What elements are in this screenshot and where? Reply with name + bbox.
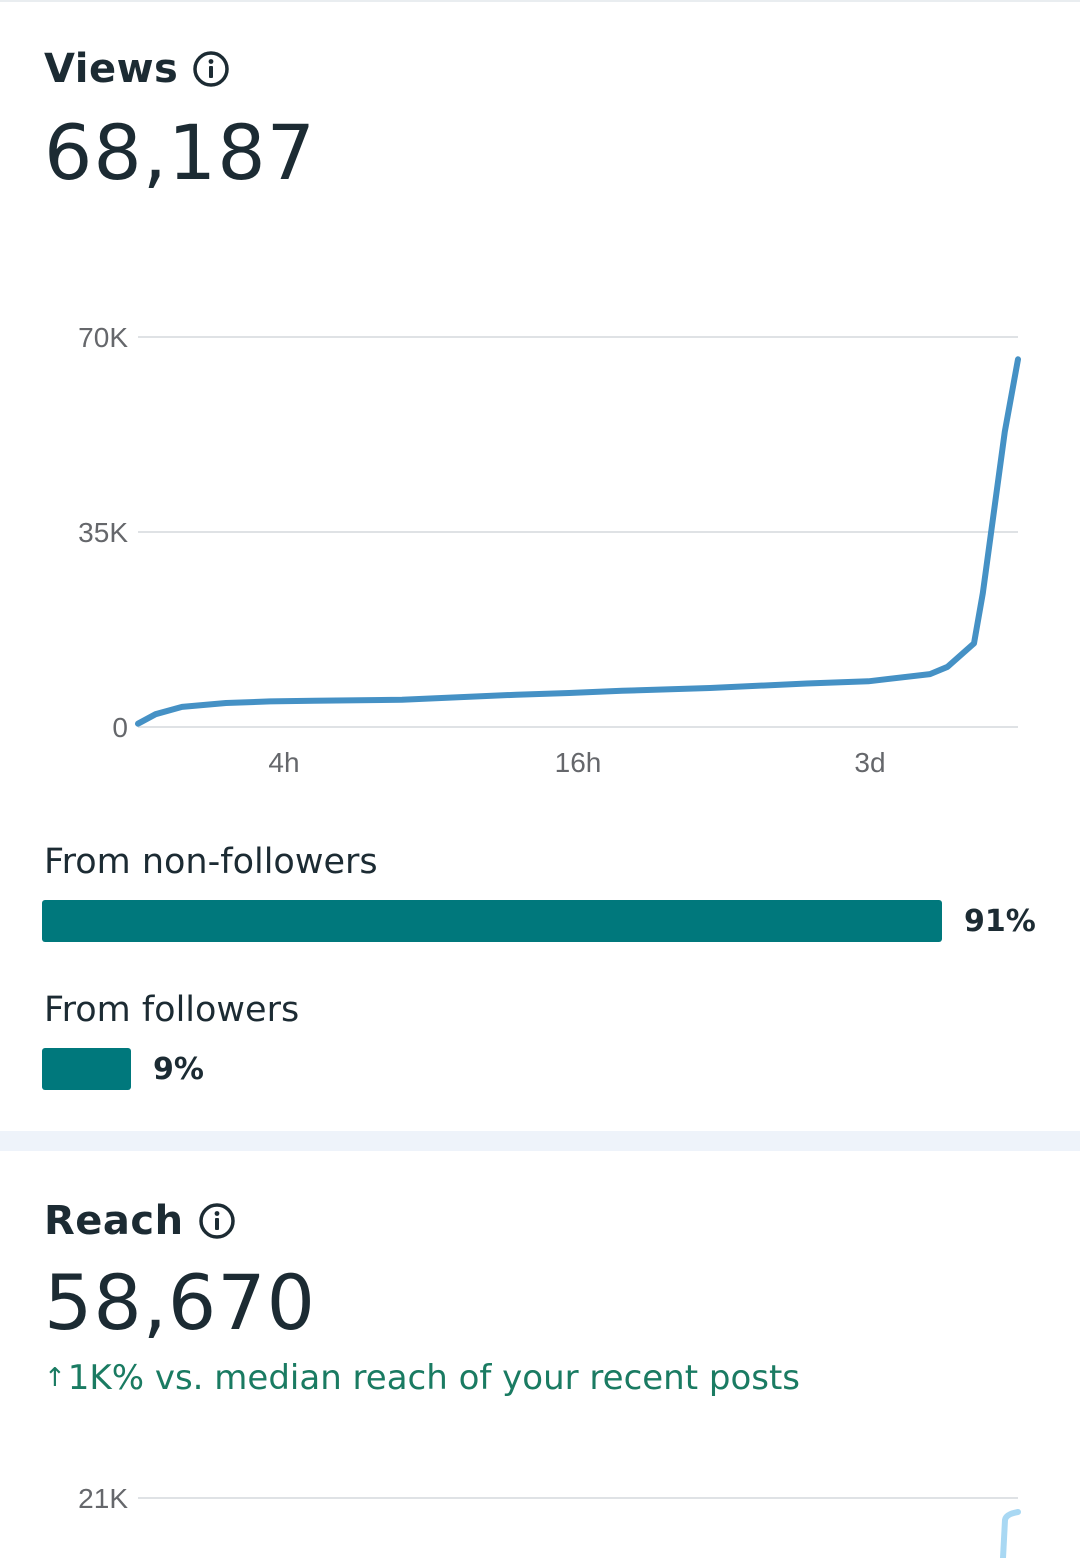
top-divider xyxy=(0,0,1080,2)
reach-comparison-text: 1K% vs. median reach of your recent post… xyxy=(67,1358,801,1398)
reach-total: 58,670 xyxy=(44,1258,316,1347)
x-tick-label: 16h xyxy=(555,747,602,778)
views-chart: 0 35K 70K 4h 16h 3d xyxy=(78,322,1021,778)
views-total: 68,187 xyxy=(44,108,316,197)
info-icon[interactable] xyxy=(192,50,230,88)
y-tick-label: 35K xyxy=(78,517,128,548)
reach-series-line xyxy=(1000,1509,1021,1558)
non-followers-percent: 91% xyxy=(964,904,1036,939)
y-tick-label: 21K xyxy=(78,1483,128,1514)
followers-percent: 9% xyxy=(153,1052,204,1087)
reach-header: Reach xyxy=(44,1198,236,1244)
reach-title: Reach xyxy=(44,1198,184,1244)
non-followers-bar xyxy=(42,900,942,942)
y-tick-label: 0 xyxy=(112,712,128,743)
x-tick-label: 4h xyxy=(268,747,299,778)
section-divider xyxy=(0,1131,1080,1151)
followers-bar xyxy=(42,1048,131,1090)
views-title: Views xyxy=(44,46,179,92)
views-header: Views xyxy=(44,46,230,92)
reach-chart: 21K xyxy=(78,1483,1021,1558)
x-tick-label: 3d xyxy=(854,747,885,778)
up-arrow-icon: ↑ xyxy=(44,1363,66,1393)
y-tick-label: 70K xyxy=(78,322,128,353)
reach-comparison: ↑ 1K% vs. median reach of your recent po… xyxy=(44,1358,800,1398)
views-series-line xyxy=(135,356,1021,727)
followers-label: From followers xyxy=(44,990,300,1030)
info-icon[interactable] xyxy=(198,1202,236,1240)
non-followers-label: From non-followers xyxy=(44,842,378,882)
